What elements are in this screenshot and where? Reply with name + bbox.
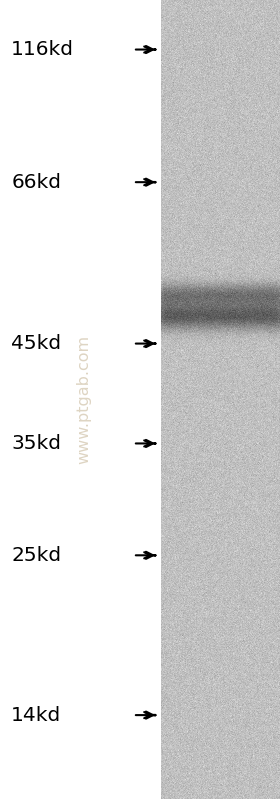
Text: www.ptgab.com: www.ptgab.com — [76, 335, 92, 464]
Text: 25kd: 25kd — [11, 546, 61, 565]
Text: 14kd: 14kd — [11, 706, 61, 725]
Text: 45kd: 45kd — [11, 334, 61, 353]
Text: 35kd: 35kd — [11, 434, 61, 453]
Text: 116kd: 116kd — [11, 40, 74, 59]
Text: 66kd: 66kd — [11, 173, 61, 192]
